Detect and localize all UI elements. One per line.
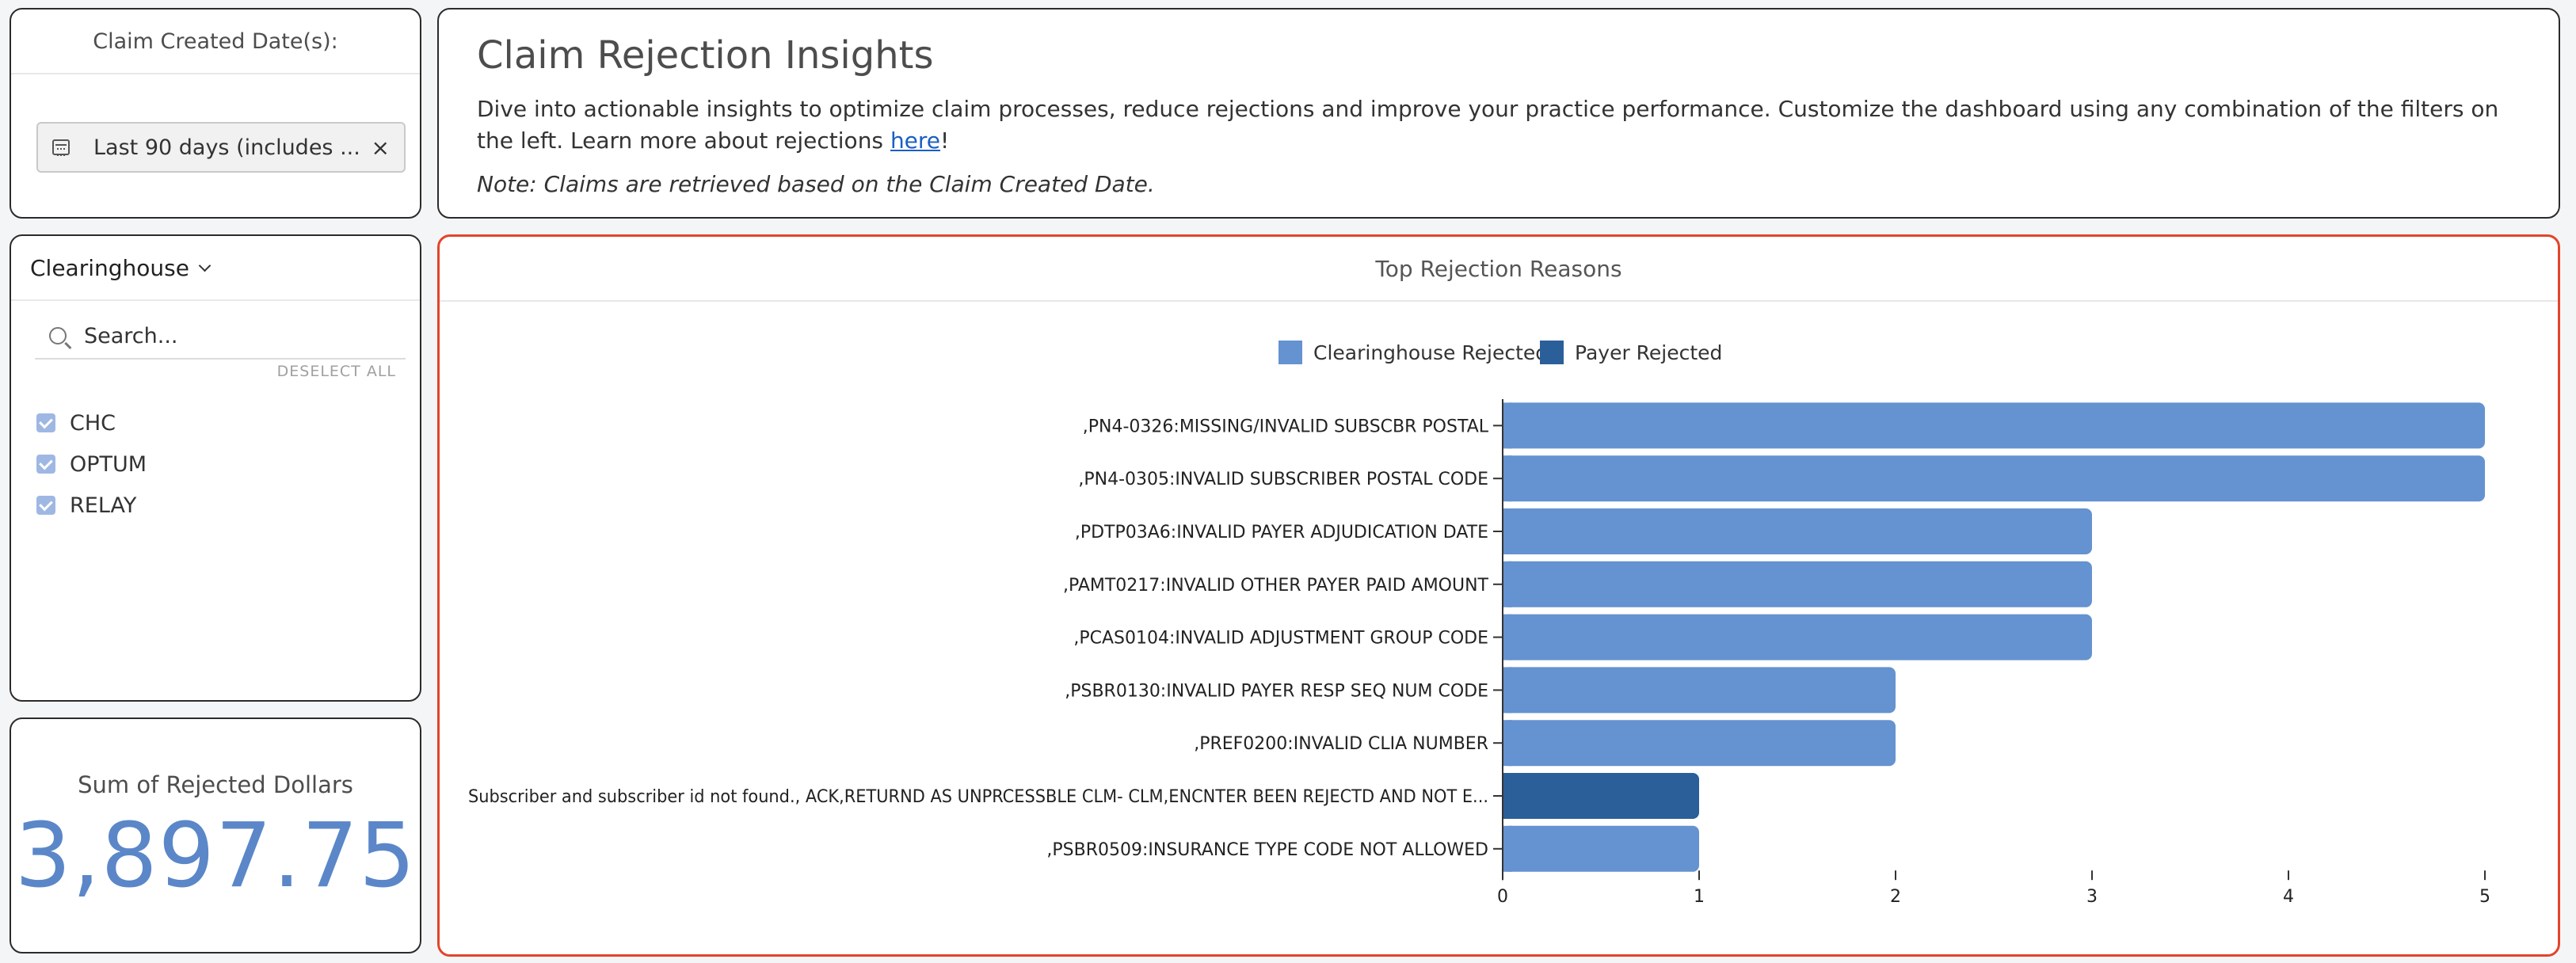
bar [1503, 720, 1896, 767]
rejection-reasons-chart: Clearinghouse Rejected Payer Rejected ,PN4… [468, 341, 2490, 907]
x-tick-label: 3 [2086, 887, 2098, 907]
checkbox-checked-icon[interactable] [36, 413, 55, 432]
page-title: Claim Rejection Insights [477, 33, 934, 78]
y-tick-label: ,PCAS0104:INVALID ADJUSTMENT GROUP CODE [1073, 629, 1488, 649]
x-tick-label: 1 [1694, 887, 1705, 907]
description-end: ! [940, 128, 950, 154]
bar-base [1503, 455, 1512, 502]
sum-rejected-dollars-card: Sum of Rejected Dollars 3,897.75 [10, 717, 421, 953]
bar-base [1503, 773, 1512, 819]
date-range-label: Last 90 days (includes ... [93, 135, 360, 160]
clearinghouse-list: CHC OPTUM RELAY [36, 402, 147, 526]
option-label: OPTUM [70, 451, 147, 477]
page-description: Dive into actionable insights to optimiz… [477, 93, 2521, 157]
x-tick-label: 2 [1890, 887, 1901, 907]
bar-base [1503, 508, 1512, 554]
legend-label: Payer Rejected [1575, 341, 1722, 364]
bar-base [1503, 614, 1512, 660]
calendar-icon [52, 139, 70, 156]
clearinghouse-title: Clearinghouse [30, 254, 189, 281]
y-tick-label: ,PN4-0326:MISSING/INVALID SUBSCBR POSTAL [1083, 417, 1489, 436]
legend-swatch [1540, 341, 1564, 364]
bar-base [1503, 667, 1512, 714]
here-link[interactable]: here [890, 128, 941, 154]
option-label: RELAY [70, 493, 137, 518]
y-tick-label: ,PSBR0509:INSURANCE TYPE CODE NOT ALLOWE… [1046, 840, 1488, 860]
chart-title: Top Rejection Reasons [440, 237, 2558, 302]
deselect-all-button[interactable]: DESELECT ALL [276, 363, 396, 380]
sum-title: Sum of Rejected Dollars [78, 771, 353, 798]
y-tick-label: ,PREF0200:INVALID CLIA NUMBER [1194, 734, 1488, 754]
bar [1503, 667, 1896, 714]
bar-base [1503, 402, 1512, 449]
legend-label: Clearinghouse Rejected [1313, 341, 1548, 364]
search-icon [49, 327, 67, 344]
y-tick-label: Subscriber and subscriber id not found.,… [468, 787, 1488, 807]
bar [1503, 561, 2092, 607]
date-range-chip[interactable]: Last 90 days (includes ... × [36, 122, 406, 173]
search-input[interactable] [84, 323, 385, 348]
y-tick-label: ,PSBR0130:INVALID PAYER RESP SEQ NUM COD… [1065, 681, 1488, 701]
bar-base [1503, 720, 1512, 767]
chevron-down-icon [198, 259, 211, 272]
x-tick-label: 4 [2283, 887, 2294, 907]
bar [1503, 773, 1699, 819]
description-text: Dive into actionable insights to optimiz… [477, 96, 2499, 154]
note-text: Note: Claims are retrieved based on the … [477, 171, 1155, 197]
bar [1503, 614, 2092, 660]
clearinghouse-option-relay[interactable]: RELAY [36, 485, 147, 526]
y-tick-label: ,PN4-0305:INVALID SUBSCRIBER POSTAL CODE [1078, 470, 1488, 489]
bar-base [1503, 561, 1512, 607]
top-rejection-reasons-card: Top Rejection Reasons Clearinghouse Reje… [437, 234, 2560, 957]
date-filter-card: Claim Created Date(s): Last 90 days (inc… [10, 8, 421, 219]
date-filter-title: Claim Created Date(s): [11, 10, 420, 74]
bar-base [1503, 825, 1512, 872]
close-icon[interactable]: × [371, 134, 390, 161]
legend-swatch [1278, 341, 1302, 364]
option-label: CHC [70, 410, 116, 436]
checkbox-checked-icon[interactable] [36, 496, 55, 515]
x-tick-label: 5 [2479, 887, 2490, 907]
clearinghouse-dropdown[interactable]: Clearinghouse [11, 236, 420, 301]
bar [1503, 455, 2485, 502]
y-tick-label: ,PDTP03A6:INVALID PAYER ADJUDICATION DAT… [1075, 523, 1488, 542]
checkbox-checked-icon[interactable] [36, 455, 55, 474]
sum-value: 3,897.75 [14, 805, 417, 908]
x-tick-label: 0 [1497, 887, 1508, 907]
bar [1503, 508, 2092, 554]
clearinghouse-filter-card: Clearinghouse DESELECT ALL CHC OPTUM REL… [10, 234, 421, 702]
bar [1503, 825, 1699, 872]
search-box [35, 314, 406, 360]
bar [1503, 402, 2485, 449]
y-tick-label: ,PAMT0217:INVALID OTHER PAYER PAID AMOUN… [1063, 576, 1489, 596]
insights-header-card: Claim Rejection Insights Dive into actio… [437, 8, 2560, 219]
clearinghouse-option-optum[interactable]: OPTUM [36, 443, 147, 485]
clearinghouse-option-chc[interactable]: CHC [36, 402, 147, 443]
